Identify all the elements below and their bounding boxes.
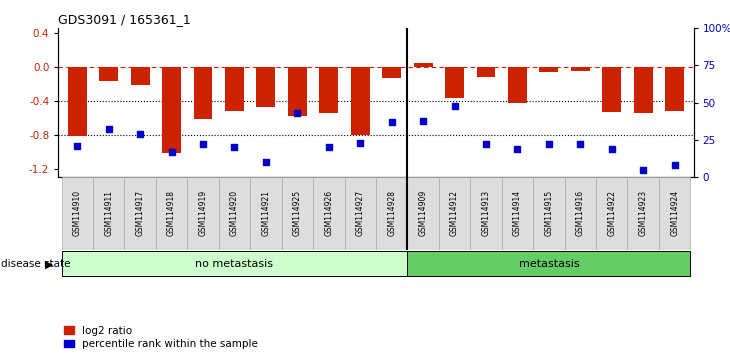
Text: GSM114928: GSM114928 [387,190,396,236]
Point [669,162,680,168]
Bar [313,177,345,250]
Bar [533,177,564,250]
Point [480,142,492,147]
Bar [628,177,659,250]
Text: GSM114923: GSM114923 [639,190,648,236]
Point [166,149,177,155]
Point [72,143,83,149]
Bar [659,177,691,250]
Bar [351,67,369,135]
Text: GSM114925: GSM114925 [293,190,301,236]
Text: ▶: ▶ [45,260,53,270]
Point [512,146,523,152]
Legend: log2 ratio, percentile rank within the sample: log2 ratio, percentile rank within the s… [64,326,258,349]
Text: GSM114909: GSM114909 [418,190,428,236]
Text: GDS3091 / 165361_1: GDS3091 / 165361_1 [58,13,191,26]
Text: GSM114914: GSM114914 [513,190,522,236]
Bar [319,67,338,113]
Text: GSM114926: GSM114926 [324,190,334,236]
Point [228,144,240,150]
Bar [99,67,118,81]
Text: GSM114919: GSM114919 [199,190,207,236]
Bar [634,67,653,113]
Point [197,142,209,147]
Text: GSM114922: GSM114922 [607,190,616,236]
Point [354,140,366,145]
Text: disease state: disease state [1,259,70,269]
Bar [193,67,212,119]
Text: GSM114911: GSM114911 [104,190,113,236]
Bar [188,177,219,250]
Bar [502,177,533,250]
Bar [93,177,124,250]
Bar [564,177,596,250]
Bar [665,67,684,111]
Text: GSM114915: GSM114915 [545,190,553,236]
Text: GSM114920: GSM114920 [230,190,239,236]
Bar [445,67,464,98]
Bar [61,177,93,250]
Point [606,146,618,152]
Text: GSM114912: GSM114912 [450,190,459,236]
Point [637,167,649,172]
Point [418,118,429,123]
Bar [345,177,376,250]
Bar [539,67,558,73]
Bar [571,67,590,71]
Bar [68,67,87,136]
Point [103,127,115,132]
Point [449,103,461,108]
Bar [162,67,181,153]
Bar [61,251,407,276]
Text: GSM114910: GSM114910 [73,190,82,236]
Point [575,142,586,147]
Bar [256,67,275,107]
Bar [414,63,433,67]
Bar [376,177,407,250]
Bar [282,177,313,250]
Text: GSM114917: GSM114917 [136,190,145,236]
Bar [225,67,244,111]
Text: GSM114913: GSM114913 [482,190,491,236]
Point [134,131,146,137]
Text: GSM114918: GSM114918 [167,190,176,236]
Text: metastasis: metastasis [518,259,579,269]
Bar [508,67,527,103]
Point [386,119,398,125]
Text: GSM114927: GSM114927 [356,190,365,236]
Bar [439,177,470,250]
Point [291,110,303,116]
Bar [407,177,439,250]
Bar [470,177,502,250]
Point [260,159,272,165]
Bar [288,67,307,116]
Bar [131,67,150,85]
Bar [477,67,496,77]
Bar [596,177,628,250]
Text: no metastasis: no metastasis [196,259,274,269]
Bar [156,177,188,250]
Point [543,142,555,147]
Bar [383,67,401,78]
Point [323,144,334,150]
Text: GSM114924: GSM114924 [670,190,679,236]
Text: GSM114916: GSM114916 [576,190,585,236]
Bar [250,177,282,250]
Bar [219,177,250,250]
Text: GSM114921: GSM114921 [261,190,270,236]
Bar [407,251,691,276]
Bar [602,67,621,112]
Bar [124,177,156,250]
